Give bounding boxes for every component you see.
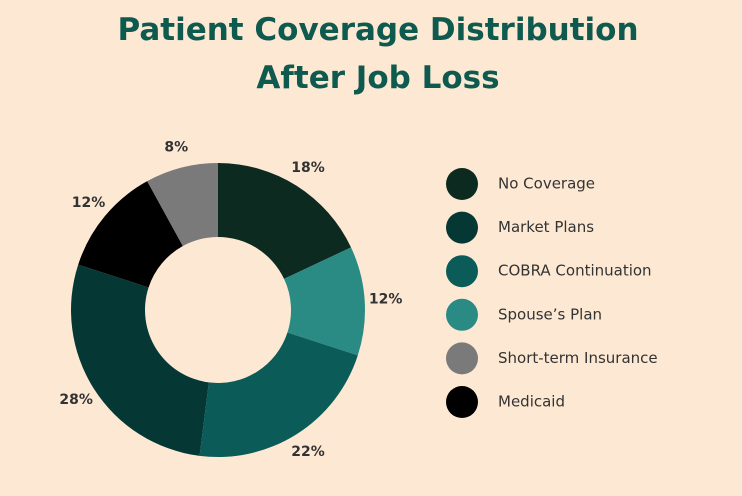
- data-label: 28%: [59, 392, 93, 408]
- donut-slice: [218, 163, 352, 279]
- legend-label: Short-term Insurance: [498, 349, 658, 367]
- donut-slice: [78, 181, 183, 288]
- legend-label: Market Plans: [498, 218, 594, 236]
- data-label: 22%: [291, 444, 325, 460]
- legend-label: No Coverage: [498, 175, 595, 193]
- legend-label: COBRA Continuation: [498, 262, 652, 280]
- data-label: 12%: [369, 291, 403, 307]
- donut-slice: [199, 332, 358, 457]
- legend-swatch: [446, 255, 478, 288]
- donut-slice: [284, 247, 365, 356]
- legend-swatch: [446, 168, 478, 200]
- data-label: 8%: [164, 139, 188, 155]
- chart-title: Patient Coverage Distribution After Job …: [117, 12, 639, 96]
- legend-swatch: [446, 342, 478, 375]
- donut-slice: [147, 163, 218, 247]
- legend-label: Medicaid: [498, 393, 565, 411]
- legend-label: Spouse’s Plan: [498, 305, 602, 323]
- legend-swatch: [446, 386, 478, 418]
- data-label: 18%: [291, 160, 325, 176]
- donut-slice: [70, 264, 209, 456]
- legend-swatch: [446, 298, 478, 331]
- data-label: 12%: [72, 195, 106, 211]
- legend-swatch: [446, 211, 478, 244]
